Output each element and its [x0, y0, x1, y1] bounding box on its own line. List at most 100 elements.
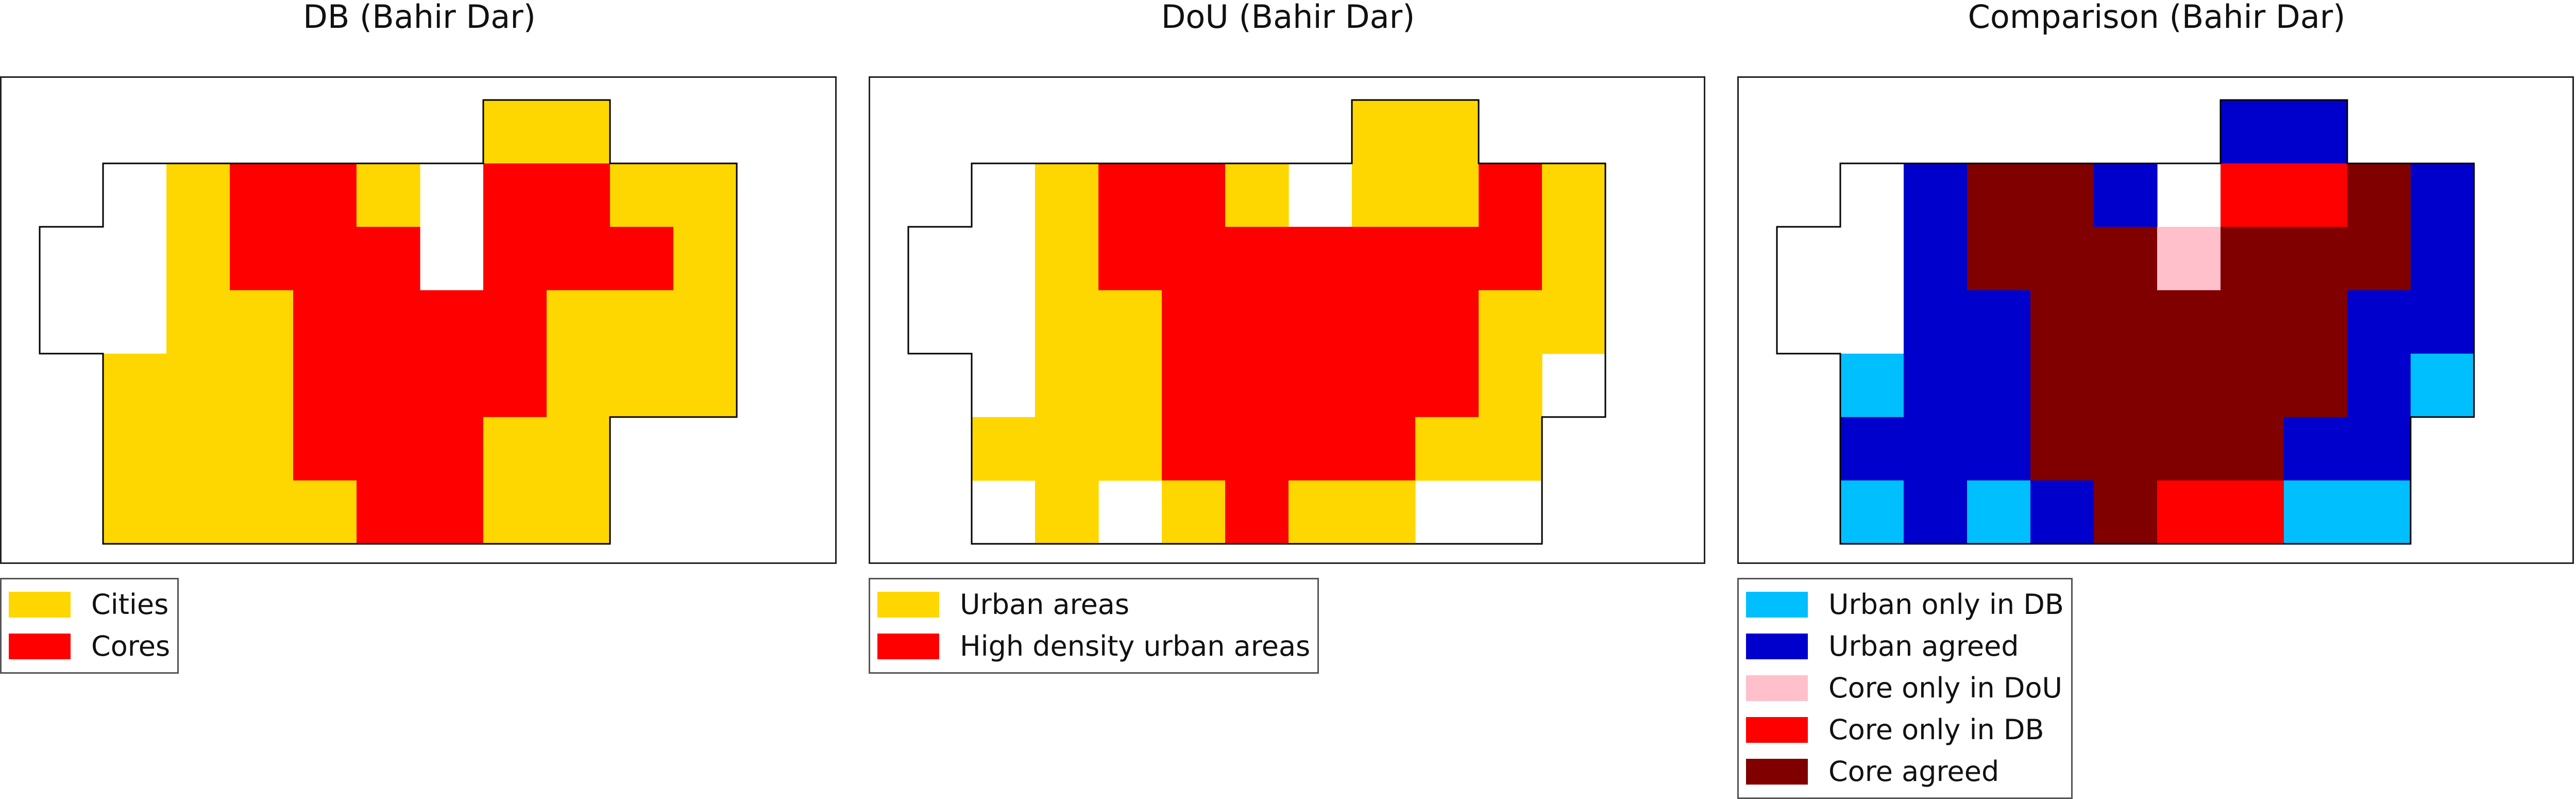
grid-cell — [293, 290, 357, 354]
grid-cell — [1352, 227, 1416, 291]
grid-cell — [1035, 354, 1099, 418]
grid-cell — [166, 290, 230, 354]
grid-cell — [2030, 417, 2094, 481]
grid-cell — [1904, 480, 1968, 544]
grid-cell — [1840, 417, 1904, 481]
grid-cell — [357, 480, 420, 544]
urban-grid-map — [39, 99, 738, 545]
grid-cell — [2094, 480, 2158, 544]
grid-cell — [2094, 163, 2158, 227]
grid-cell — [2221, 290, 2284, 354]
grid-cell — [547, 417, 611, 481]
grid-cell — [1904, 227, 1968, 291]
grid-cell — [2094, 290, 2158, 354]
grid-cell — [1035, 163, 1099, 227]
grid-cell — [103, 480, 167, 544]
grid-cell — [2411, 354, 2475, 418]
grid-cell — [103, 354, 167, 418]
grid-cell — [547, 480, 611, 544]
grid-cell — [1162, 290, 1226, 354]
grid-cell — [1098, 290, 1162, 354]
panel-title: Comparison (Bahir Dar) — [1968, 0, 2346, 36]
grid-cell — [547, 100, 611, 164]
legend-item: Core only in DB — [1746, 709, 2064, 751]
map-frame — [1737, 76, 2574, 564]
grid-cell — [1479, 417, 1543, 481]
grid-cell — [1225, 290, 1289, 354]
grid-cell — [2157, 417, 2221, 481]
grid-cell — [2221, 480, 2284, 544]
grid-cell — [166, 417, 230, 481]
map-frame — [0, 76, 837, 564]
grid-cell — [2030, 163, 2094, 227]
grid-cell — [2284, 100, 2348, 164]
grid-cell — [2347, 417, 2411, 481]
grid-cell — [1225, 417, 1289, 481]
grid-cell — [483, 100, 547, 164]
grid-cell — [1904, 163, 1968, 227]
grid-cell — [1352, 354, 1416, 418]
grid-cell — [673, 290, 737, 354]
grid-cell — [1415, 417, 1479, 481]
grid-cell — [2157, 227, 2221, 291]
legend-swatch — [877, 591, 939, 618]
grid-cell — [2347, 163, 2411, 227]
grid-cell — [1225, 354, 1289, 418]
grid-cell — [1415, 290, 1479, 354]
grid-cell — [673, 227, 737, 291]
grid-cell — [1479, 163, 1543, 227]
panel-title: DB (Bahir Dar) — [303, 0, 536, 36]
legend: Cities Cores — [0, 578, 179, 674]
grid-cell — [547, 163, 611, 227]
grid-cell — [2221, 227, 2284, 291]
grid-cell — [1967, 290, 2031, 354]
grid-cell — [2284, 417, 2348, 481]
grid-cell — [972, 417, 1036, 481]
grid-cell — [357, 417, 420, 481]
grid-cell — [483, 480, 547, 544]
grid-cell — [2221, 417, 2284, 481]
grid-cell — [166, 480, 230, 544]
grid-cell — [547, 354, 611, 418]
grid-cell — [1289, 417, 1352, 481]
grid-cell — [483, 290, 547, 354]
urban-grid-map — [907, 99, 1606, 545]
grid-cell — [2347, 227, 2411, 291]
legend-swatch — [1746, 633, 1808, 659]
legend-label: Urban areas — [960, 588, 1130, 621]
grid-cell — [166, 227, 230, 291]
grid-cell — [2284, 290, 2348, 354]
grid-cell — [1289, 480, 1352, 544]
grid-cell — [166, 163, 230, 227]
grid-cell — [610, 290, 674, 354]
grid-cell — [2284, 480, 2348, 544]
grid-cell — [230, 354, 294, 418]
grid-cell — [610, 227, 674, 291]
grid-cell — [357, 227, 420, 291]
panel-title: DoU (Bahir Dar) — [1161, 0, 1415, 36]
legend-item: Urban agreed — [1746, 625, 2064, 667]
grid-cell — [2221, 163, 2284, 227]
grid-cell — [1035, 227, 1099, 291]
grid-cell — [1967, 480, 2031, 544]
legend-label: Core only in DB — [1828, 713, 2044, 746]
legend-swatch — [9, 591, 71, 618]
urban-grid-map — [1776, 99, 2475, 545]
grid-cell — [293, 480, 357, 544]
grid-cell — [673, 354, 737, 418]
grid-cell — [1162, 163, 1226, 227]
legend-item: Core agreed — [1746, 751, 2064, 792]
grid-cell — [2030, 480, 2094, 544]
grid-cell — [1904, 417, 1968, 481]
grid-cell — [483, 227, 547, 291]
grid-cell — [1035, 290, 1099, 354]
grid-cell — [2157, 354, 2221, 418]
grid-cell — [293, 417, 357, 481]
grid-cell — [483, 417, 547, 481]
grid-cell — [1352, 417, 1416, 481]
legend-swatch — [1746, 717, 1808, 743]
grid-cell — [2030, 290, 2094, 354]
grid-cell — [2157, 480, 2221, 544]
grid-cell — [1098, 354, 1162, 418]
grid-cell — [357, 354, 420, 418]
